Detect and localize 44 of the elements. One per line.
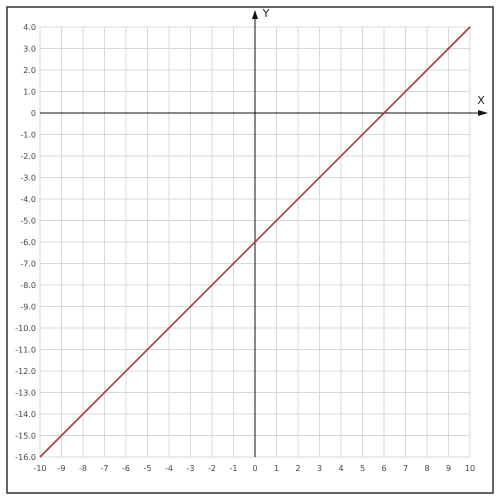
y-tick-label: -7.0 — [20, 260, 36, 268]
x-tick-label: 1 — [274, 464, 280, 473]
x-tick-label: 3 — [316, 464, 322, 473]
x-axis-title: X — [477, 94, 486, 107]
x-tick-label: -9 — [58, 464, 66, 473]
x-tick-label: -6 — [122, 464, 130, 473]
y-tick-label: -10.0 — [15, 324, 36, 333]
y-tick-label: -8.0 — [20, 281, 36, 290]
y-tick-label: 4.0 — [23, 23, 36, 32]
y-tick-label: -5.0 — [20, 216, 36, 226]
x-tick-label: 6 — [381, 464, 387, 473]
y-tick-label: 0 — [30, 109, 36, 118]
y-tick-label: -16.0 — [15, 453, 36, 462]
y-tick-label: -12.0 — [15, 367, 36, 376]
y-tick-label: -6.0 — [20, 238, 36, 247]
x-tick-label: -3 — [186, 464, 194, 473]
x-tick-label: -10 — [33, 464, 47, 473]
x-tick-label: -4 — [165, 464, 173, 473]
y-tick-label: -15.0 — [15, 432, 36, 440]
y-tick-label: -13.0 — [15, 388, 36, 398]
x-tick-label: -8 — [79, 464, 87, 473]
x-tick-label: 10 — [464, 464, 476, 473]
x-tick-label: -2 — [208, 464, 216, 473]
y-tick-label: 2.0 — [23, 66, 36, 75]
x-tick-label: 8 — [424, 464, 430, 473]
x-tick-label: 4 — [338, 464, 344, 473]
y-tick-label: 1.0 — [23, 88, 36, 96]
y-tick-label: 3.0 — [23, 44, 36, 54]
x-tick-label: 7 — [402, 464, 408, 473]
y-tick-label: -14.0 — [15, 410, 36, 419]
x-tick-label: 9 — [446, 464, 452, 473]
x-tick-label: 2 — [295, 464, 301, 473]
y-axis-title: Y — [262, 7, 270, 20]
y-tick-label: -4.0 — [20, 195, 36, 204]
y-tick-label: -9.0 — [20, 302, 36, 312]
x-tick-label: 0 — [252, 464, 258, 473]
y-tick-label: -2.0 — [20, 152, 36, 161]
y-tick-label: -1.0 — [20, 130, 36, 140]
y-tick-label: -3.0 — [20, 174, 36, 182]
x-tick-label: -1 — [230, 464, 238, 473]
x-tick-label: -5 — [144, 464, 152, 473]
x-tick-label: 5 — [360, 464, 366, 473]
x-tick-label: -7 — [100, 464, 108, 473]
y-tick-label: -11.0 — [15, 346, 36, 354]
